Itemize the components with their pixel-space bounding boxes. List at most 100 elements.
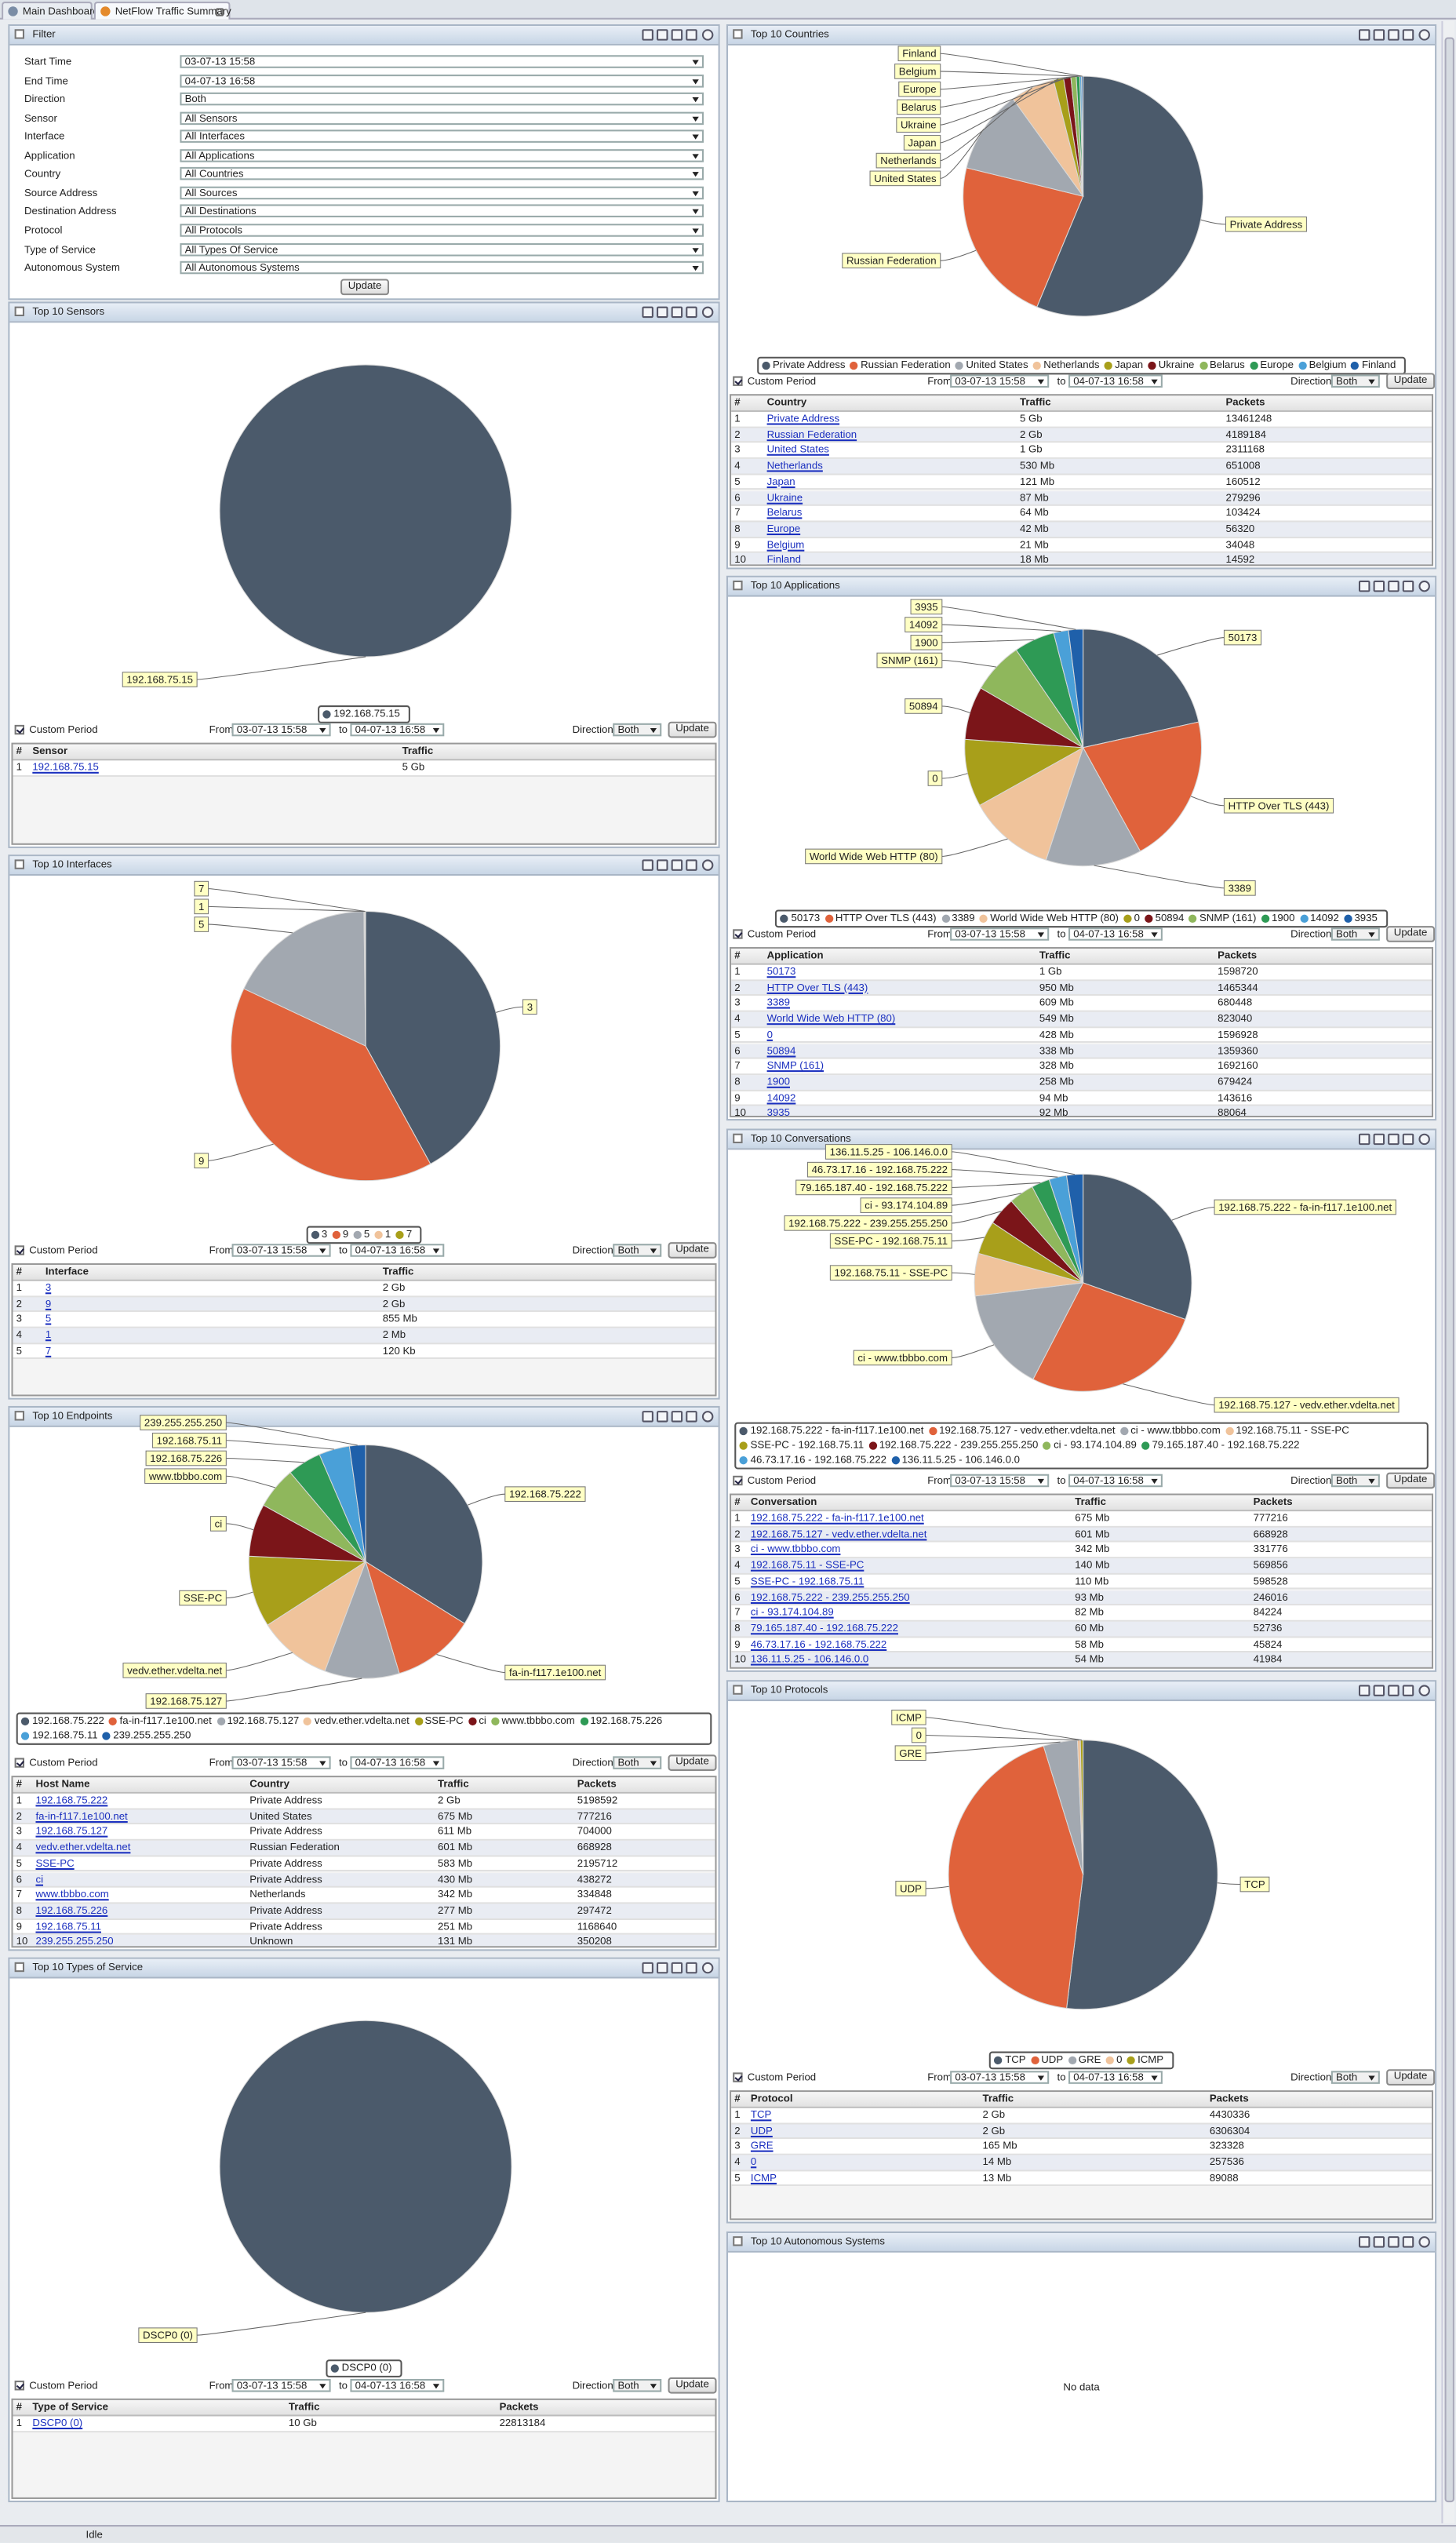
table-link[interactable]: ci	[35, 1874, 44, 1885]
table-link[interactable]: Belgium	[766, 539, 805, 551]
panel-close[interactable]	[701, 29, 714, 41]
table-link[interactable]: Private Address	[766, 414, 840, 425]
update-button[interactable]: Update	[1386, 926, 1436, 942]
panel-tool-icon[interactable]	[657, 29, 668, 41]
custom-period-checkbox[interactable]	[14, 1758, 25, 1768]
panel-tool-icon[interactable]	[1402, 1685, 1414, 1696]
filter-dropdown[interactable]: All Sensors	[180, 111, 704, 125]
direction-dropdown[interactable]: Both	[1330, 927, 1380, 941]
to-dropdown[interactable]: 04-07-13 16:58	[350, 1244, 445, 1257]
filter-dropdown[interactable]: All Sources	[180, 186, 704, 199]
panel-checkbox[interactable]	[733, 580, 743, 591]
direction-dropdown[interactable]: Both	[613, 723, 662, 737]
panel-tool-icon[interactable]	[671, 1411, 683, 1423]
panel-close[interactable]	[1418, 1685, 1430, 1696]
table-link[interactable]: 5	[45, 1313, 52, 1326]
table-link[interactable]: 192.168.75.11 - SSE-PC	[750, 1560, 864, 1572]
table-link[interactable]: 79.165.187.40 - 192.168.75.222	[750, 1623, 898, 1635]
direction-dropdown[interactable]: Both	[613, 2378, 662, 2392]
panel-close[interactable]	[1418, 580, 1430, 592]
panel-tool-icon[interactable]	[642, 306, 653, 319]
table-link[interactable]: HTTP Over TLS (443)	[766, 982, 868, 994]
table-link[interactable]: ci - www.tbbbo.com	[750, 1544, 841, 1556]
table-link[interactable]: 9	[45, 1298, 52, 1310]
scrollbar[interactable]	[1441, 20, 1454, 2523]
panel-tool-icon[interactable]	[657, 306, 668, 319]
from-dropdown[interactable]: 03-07-13 15:58	[231, 723, 331, 737]
panel-tool-icon[interactable]	[671, 1962, 683, 1974]
to-dropdown[interactable]: 04-07-13 16:58	[1068, 1474, 1163, 1488]
from-dropdown[interactable]: 03-07-13 15:58	[950, 1474, 1050, 1488]
to-dropdown[interactable]: 04-07-13 16:58	[350, 1756, 445, 1769]
custom-period-checkbox[interactable]	[733, 1475, 743, 1486]
panel-close[interactable]	[1418, 2236, 1430, 2248]
to-dropdown[interactable]: 04-07-13 16:58	[1068, 374, 1163, 388]
panel-tool-icon[interactable]	[1402, 1133, 1414, 1146]
scroll-thumb[interactable]	[1444, 37, 1454, 2503]
from-dropdown[interactable]: 03-07-13 15:58	[950, 927, 1050, 941]
from-dropdown[interactable]: 03-07-13 15:58	[231, 1756, 331, 1769]
custom-period-checkbox[interactable]	[14, 1245, 25, 1255]
table-link[interactable]: vedv.ether.vdelta.net	[35, 1842, 131, 1854]
panel-tool-icon[interactable]	[1402, 2236, 1414, 2248]
custom-period-checkbox[interactable]	[14, 2381, 25, 2391]
filter-dropdown[interactable]: 04-07-13 16:58	[180, 74, 704, 87]
table-link[interactable]: 192.168.75.11	[35, 1921, 101, 1933]
update-button[interactable]: Update	[1386, 1472, 1436, 1489]
panel-tool-icon[interactable]	[1373, 1133, 1385, 1146]
table-link[interactable]: ICMP	[750, 2173, 777, 2184]
table-link[interactable]: 50894	[766, 1045, 796, 1057]
panel-tool-icon[interactable]	[1388, 1685, 1400, 1696]
table-link[interactable]: Japan	[766, 476, 795, 488]
table-link[interactable]: UDP	[750, 2125, 773, 2137]
custom-period-checkbox[interactable]	[14, 724, 25, 735]
table-link[interactable]: GRE	[750, 2140, 774, 2153]
filter-dropdown[interactable]: 03-07-13 15:58	[180, 55, 704, 68]
update-button[interactable]: Update	[668, 1242, 717, 1259]
direction-dropdown[interactable]: Both	[613, 1244, 662, 1257]
tab[interactable]: NetFlow Traffic Summary	[93, 2, 231, 20]
table-link[interactable]: SNMP (161)	[766, 1061, 824, 1073]
table-link[interactable]: ci - 93.174.104.89	[750, 1607, 834, 1619]
panel-tool-icon[interactable]	[642, 1962, 653, 1974]
panel-tool-icon[interactable]	[686, 1411, 697, 1423]
table-link[interactable]: 7	[45, 1346, 52, 1357]
panel-close[interactable]	[701, 1962, 714, 1974]
panel-tool-icon[interactable]	[642, 1411, 653, 1423]
panel-tool-icon[interactable]	[657, 1411, 668, 1423]
panel-tool-icon[interactable]	[642, 859, 653, 871]
filter-dropdown[interactable]: All Interfaces	[180, 129, 704, 144]
to-dropdown[interactable]: 04-07-13 16:58	[1068, 927, 1163, 941]
panel-tool-icon[interactable]	[657, 1962, 668, 1974]
filter-dropdown[interactable]: Both	[180, 93, 704, 106]
table-link[interactable]: 192.168.75.222 - fa-in-f117.1e100.net	[750, 1513, 924, 1525]
table-link[interactable]: 3935	[766, 1108, 790, 1118]
panel-tool-icon[interactable]	[1373, 1685, 1385, 1696]
panel-tool-icon[interactable]	[671, 306, 683, 319]
table-link[interactable]: www.tbbbo.com	[35, 1889, 109, 1901]
panel-tool-icon[interactable]	[1373, 29, 1385, 41]
table-link[interactable]: Finland	[766, 555, 801, 567]
panel-checkbox[interactable]	[733, 29, 743, 39]
panel-tool-icon[interactable]	[671, 859, 683, 871]
table-link[interactable]: 192.168.75.15	[32, 762, 99, 774]
panel-tool-icon[interactable]	[1373, 2236, 1385, 2248]
from-dropdown[interactable]: 03-07-13 15:58	[231, 1244, 331, 1257]
panel-tool-icon[interactable]	[1388, 1133, 1400, 1146]
update-button[interactable]: Update	[340, 279, 390, 296]
direction-dropdown[interactable]: Both	[1330, 2071, 1380, 2084]
panel-close[interactable]	[1418, 29, 1430, 41]
table-link[interactable]: 192.168.75.226	[35, 1905, 108, 1917]
filter-dropdown[interactable]: All Types Of Service	[180, 242, 704, 256]
update-button[interactable]: Update	[1386, 373, 1436, 390]
panel-tool-icon[interactable]	[1358, 29, 1370, 41]
panel-close[interactable]	[701, 306, 714, 319]
to-dropdown[interactable]: 04-07-13 16:58	[350, 723, 445, 737]
table-link[interactable]: DSCP0 (0)	[32, 2417, 83, 2430]
from-dropdown[interactable]: 03-07-13 15:58	[231, 2378, 331, 2392]
table-link[interactable]: 192.168.75.222	[35, 1794, 108, 1807]
custom-period-checkbox[interactable]	[733, 929, 743, 939]
table-link[interactable]: United States	[766, 445, 829, 457]
table-link[interactable]: 3	[45, 1282, 52, 1295]
panel-tool-icon[interactable]	[1388, 580, 1400, 592]
